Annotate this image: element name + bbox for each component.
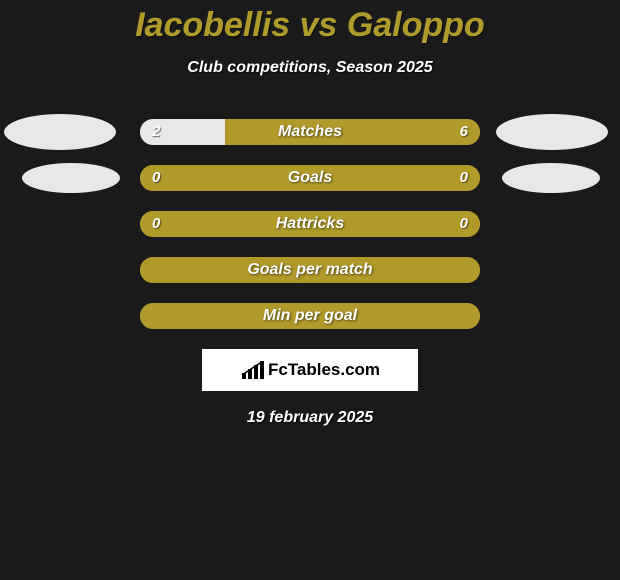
stat-row: Min per goal — [0, 303, 620, 329]
player-marker-right — [496, 114, 608, 150]
page-title: Iacobellis vs Galoppo — [0, 0, 620, 45]
stat-row: 26Matches — [0, 119, 620, 145]
stat-row: 00Hattricks — [0, 211, 620, 237]
stat-label: Goals per match — [140, 257, 480, 283]
brand-box[interactable]: FcTables.com — [202, 349, 418, 391]
player-marker-left — [4, 114, 116, 150]
bars-icon — [240, 359, 266, 381]
player-marker-left — [22, 163, 120, 193]
stat-label: Matches — [140, 119, 480, 145]
stat-row: Goals per match — [0, 257, 620, 283]
stat-label: Min per goal — [140, 303, 480, 329]
stat-label: Hattricks — [140, 211, 480, 237]
stat-label: Goals — [140, 165, 480, 191]
brand-text: FcTables.com — [268, 360, 380, 380]
date-text: 19 february 2025 — [0, 409, 620, 427]
page-subtitle: Club competitions, Season 2025 — [0, 59, 620, 77]
stat-row: 00Goals — [0, 165, 620, 191]
comparison-chart: 26Matches 00Goals 00Hattricks Goals per mat… — [0, 119, 620, 329]
player-marker-right — [502, 163, 600, 193]
